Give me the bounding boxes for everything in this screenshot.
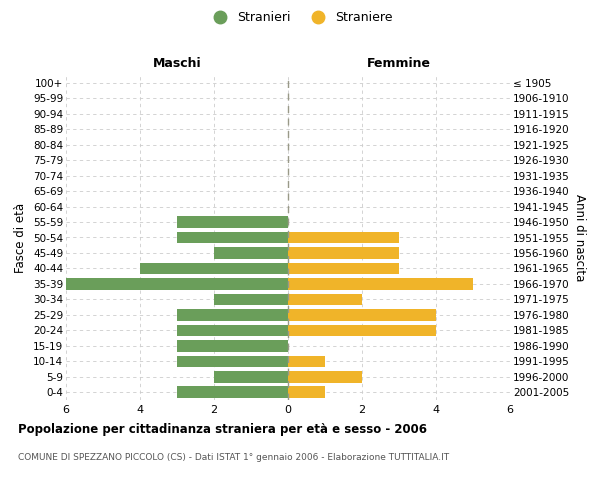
- Bar: [288, 232, 399, 243]
- Bar: [288, 309, 436, 320]
- Bar: [288, 294, 362, 305]
- Bar: [288, 356, 325, 367]
- Bar: [288, 371, 362, 382]
- Bar: [177, 386, 288, 398]
- Bar: [288, 386, 325, 398]
- Bar: [177, 356, 288, 367]
- Bar: [66, 278, 288, 289]
- Bar: [288, 262, 399, 274]
- Y-axis label: Fasce di età: Fasce di età: [14, 202, 28, 272]
- Bar: [288, 324, 436, 336]
- Bar: [214, 247, 288, 259]
- Bar: [288, 278, 473, 289]
- Bar: [177, 324, 288, 336]
- Bar: [177, 232, 288, 243]
- Bar: [177, 309, 288, 320]
- Text: Femmine: Femmine: [367, 58, 431, 70]
- Bar: [214, 371, 288, 382]
- Bar: [140, 262, 288, 274]
- Text: COMUNE DI SPEZZANO PICCOLO (CS) - Dati ISTAT 1° gennaio 2006 - Elaborazione TUTT: COMUNE DI SPEZZANO PICCOLO (CS) - Dati I…: [18, 452, 449, 462]
- Text: Popolazione per cittadinanza straniera per età e sesso - 2006: Popolazione per cittadinanza straniera p…: [18, 422, 427, 436]
- Bar: [177, 216, 288, 228]
- Legend: Stranieri, Straniere: Stranieri, Straniere: [205, 8, 395, 26]
- Bar: [288, 247, 399, 259]
- Y-axis label: Anni di nascita: Anni di nascita: [573, 194, 586, 281]
- Bar: [214, 294, 288, 305]
- Bar: [177, 340, 288, 351]
- Text: Maschi: Maschi: [152, 58, 202, 70]
